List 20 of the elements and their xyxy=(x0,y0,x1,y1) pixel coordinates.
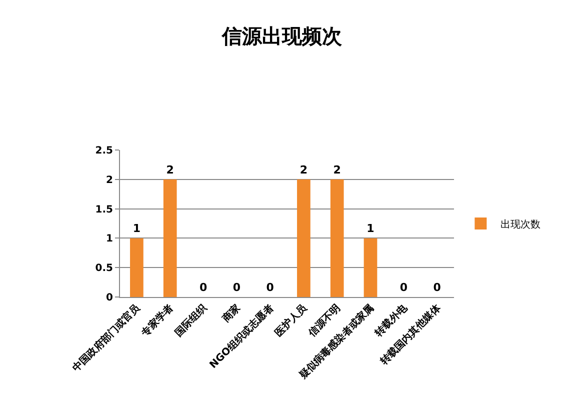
data-label: 0 xyxy=(232,281,241,294)
data-label: 0 xyxy=(400,281,408,294)
data-label: 0 xyxy=(200,281,208,294)
data-label: 0 xyxy=(433,281,442,294)
data-label: 2 xyxy=(166,163,174,176)
data-label: 0 xyxy=(266,281,274,294)
x-tick-label: 国际组织 xyxy=(172,301,210,339)
data-label: 1 xyxy=(132,222,141,236)
legend-label: 出现次数 xyxy=(500,218,541,230)
y-tick-label: 2 xyxy=(106,174,114,186)
y-tick-label: 0.5 xyxy=(95,263,114,274)
y-tick-label: 2.5 xyxy=(95,146,114,156)
x-tick-label: 商家 xyxy=(219,302,243,326)
data-label: 2 xyxy=(300,163,308,176)
y-tick-label: 0 xyxy=(106,292,114,304)
y-tick-label: 1 xyxy=(106,234,114,245)
chart-title: 信源出现频次 xyxy=(221,24,343,48)
data-label: 2 xyxy=(333,163,341,176)
y-tick-label: 1.5 xyxy=(95,204,114,216)
data-label: 1 xyxy=(366,222,374,236)
